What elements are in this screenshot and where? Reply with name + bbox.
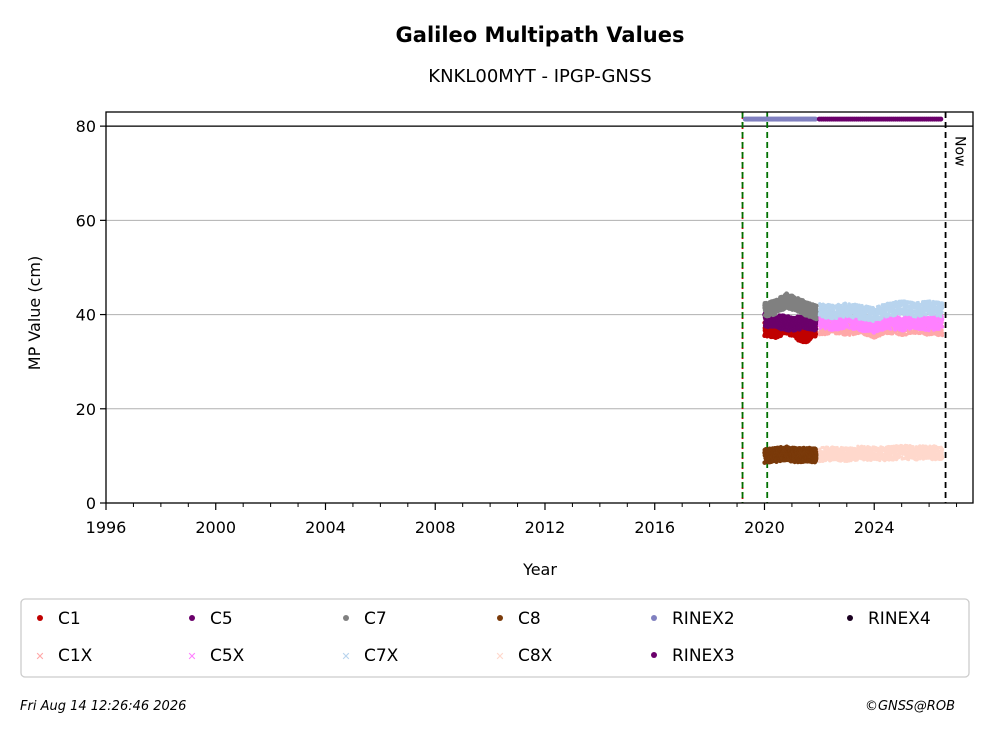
reference-lines: Now [106,112,973,503]
point-C7X [834,316,839,321]
point-C7 [814,303,819,309]
point-C5X [889,327,893,331]
point-C7X [941,306,945,310]
point-C5 [813,326,819,332]
point-C1X [848,332,852,336]
point-C5X [941,317,945,321]
point-C5X [846,323,850,328]
point-C7X [939,314,943,319]
series-C8 [762,444,819,465]
point-C1X [940,331,945,335]
point-C5X [927,329,931,333]
ref-line-label-3: Now [952,136,968,167]
grid-lines [106,125,973,410]
point-C1 [813,331,819,337]
point-C5 [814,322,819,328]
point-C7 [814,316,819,322]
chart-title: Galileo Multipath Values [396,23,685,47]
point-C5X [937,327,941,331]
data-marks [742,116,945,465]
point-C7X [940,310,944,314]
chart-subtitle: KNKL00MYT - IPGP-GNSS [428,66,651,87]
point-C5X [940,325,945,329]
point-C1X [940,328,944,332]
